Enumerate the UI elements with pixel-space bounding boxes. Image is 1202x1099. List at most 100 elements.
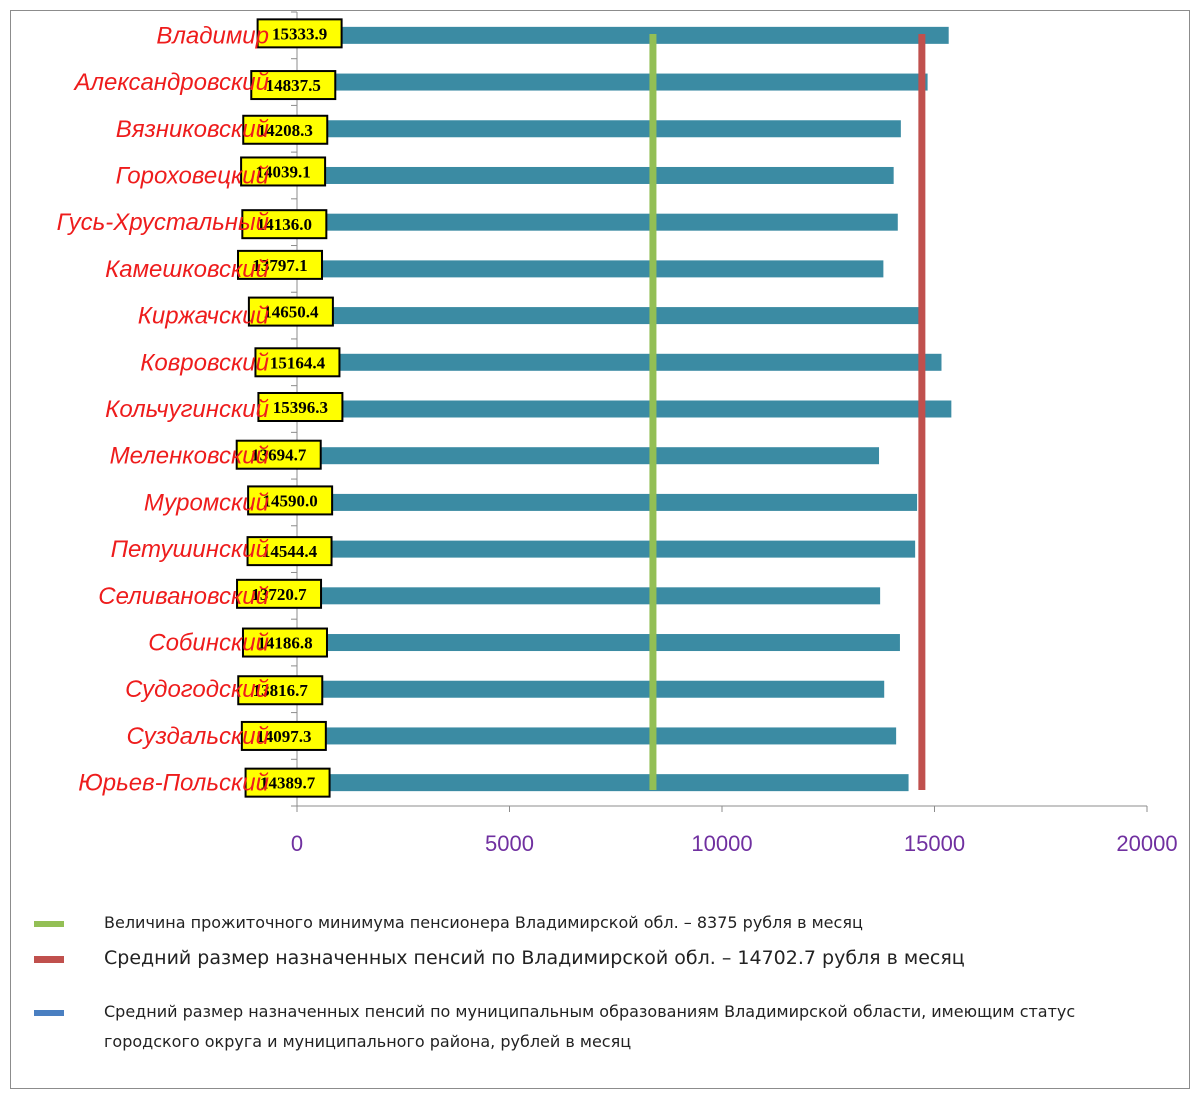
- legend-swatch-green: [34, 921, 64, 927]
- data-label-text: 14039.1: [255, 162, 310, 181]
- data-label-box: [246, 536, 333, 567]
- data-label-text: 14650.4: [263, 303, 319, 322]
- bar: [298, 540, 916, 558]
- legend-item-average: Средний размер назначенных пенсий по Вла…: [34, 943, 965, 973]
- data-label: 13694.7: [235, 439, 322, 470]
- category-label: Ковровский: [140, 349, 269, 376]
- bar: [298, 727, 897, 745]
- data-label: 13797.1: [237, 249, 324, 280]
- bar: [298, 260, 884, 278]
- bars: [298, 26, 952, 792]
- data-label-text: 13694.7: [251, 446, 307, 465]
- tick-labels: 0 5000 10000 15000 20000: [291, 831, 1178, 856]
- legend-item-municipal: Средний размер назначенных пенсий по мун…: [34, 997, 1104, 1057]
- bar: [298, 400, 952, 418]
- legend-text-average: Средний размер назначенных пенсий по Вла…: [104, 947, 965, 969]
- x-tick-label: 10000: [691, 831, 752, 856]
- bar: [298, 447, 880, 465]
- data-label-box: [241, 209, 328, 240]
- data-label-box: [244, 767, 331, 798]
- data-label-text: 14136.0: [257, 215, 312, 234]
- bar: [298, 120, 901, 138]
- data-label-box: [254, 347, 341, 378]
- legend-text-municipal: Средний размер назначенных пенсий по мун…: [104, 1002, 1076, 1051]
- category-labels: Владимир Александровский Вязниковский Горох…: [57, 22, 269, 796]
- data-label: 15396.3: [257, 392, 344, 422]
- data-label-box: [250, 70, 337, 101]
- category-label: Владимир: [156, 22, 269, 49]
- category-label: Петушинский: [111, 536, 269, 563]
- data-label: 14650.4: [247, 296, 334, 327]
- data-label: 14590.0: [247, 485, 334, 516]
- category-label: Собинский: [148, 630, 269, 657]
- data-label-box: [257, 392, 344, 422]
- category-label: Кольчугинский: [105, 396, 269, 423]
- data-label-text: 13797.1: [252, 256, 307, 275]
- category-label: Меленковский: [110, 443, 269, 470]
- bar-chart: 15333.9 14837.5 14208.3 14039.1 14136.0 13797…: [57, 11, 1178, 856]
- data-label: 14186.8: [241, 627, 328, 658]
- category-label: Киржачский: [138, 303, 269, 330]
- data-label: 13816.7: [237, 675, 324, 706]
- legend-swatch-blue: [34, 1010, 64, 1016]
- bar: [298, 73, 928, 91]
- data-label: 14039.1: [240, 156, 327, 187]
- legend-swatch-red: [34, 956, 64, 963]
- x-tick-label: 5000: [485, 831, 534, 856]
- bar: [298, 166, 894, 184]
- bar: [298, 634, 900, 652]
- data-label: 14389.7: [244, 767, 331, 798]
- category-label: Судогодский: [125, 676, 269, 703]
- data-label-text: 14590.0: [262, 491, 317, 510]
- data-label-box: [236, 578, 323, 609]
- data-label-text: 13720.7: [251, 585, 307, 604]
- data-label-box: [241, 627, 328, 658]
- category-label: Гороховецкий: [116, 162, 269, 189]
- data-label: 15333.9: [256, 18, 343, 49]
- category-label: Александровский: [73, 69, 270, 96]
- data-label-box: [247, 296, 334, 327]
- data-label-box: [242, 114, 329, 145]
- data-label: 14544.4: [246, 536, 333, 567]
- data-label: 14136.0: [241, 209, 328, 240]
- bar: [298, 213, 898, 231]
- data-label: 14097.3: [240, 720, 327, 751]
- category-label: Муромский: [144, 489, 269, 516]
- data-label: 14208.3: [242, 114, 329, 145]
- category-label: Селивановский: [98, 583, 269, 610]
- legend-item-subsistence: Величина прожиточного минимума пенсионер…: [34, 908, 863, 938]
- data-label: 15164.4: [254, 347, 341, 378]
- bar: [298, 26, 949, 44]
- bar: [298, 587, 881, 605]
- data-label-box: [237, 675, 324, 706]
- bar: [298, 680, 885, 698]
- category-label: Гусь-Хрустальный: [57, 209, 269, 236]
- data-label-box: [240, 720, 327, 751]
- data-label: 14837.5: [250, 70, 337, 101]
- data-label-text: 14186.8: [257, 634, 312, 653]
- x-tick-label: 20000: [1116, 831, 1177, 856]
- data-label: 13720.7: [236, 578, 323, 609]
- data-label-box: [247, 485, 334, 516]
- category-label: Суздальский: [127, 723, 269, 750]
- bar: [298, 353, 942, 371]
- category-label: Юрьев-Польский: [78, 770, 269, 797]
- data-label-text: 13816.7: [253, 681, 309, 700]
- data-label-text: 14097.3: [256, 727, 311, 746]
- x-tick-label: 15000: [904, 831, 965, 856]
- category-label: Вязниковский: [116, 116, 269, 143]
- data-label-box: [235, 439, 322, 470]
- legend-text-subsistence: Величина прожиточного минимума пенсионер…: [104, 913, 863, 932]
- data-label-box: [256, 18, 343, 49]
- x-tick-label: 0: [291, 831, 303, 856]
- bar: [298, 493, 918, 511]
- data-label-box: [237, 249, 324, 280]
- data-label-text: 14837.5: [266, 76, 321, 95]
- category-label: Камешковский: [105, 256, 269, 283]
- reference-lines: [649, 34, 926, 790]
- bar: [298, 774, 909, 792]
- data-label-text: 14389.7: [260, 774, 316, 793]
- data-label-text: 14208.3: [258, 121, 313, 140]
- data-labels: 15333.9 14837.5 14208.3 14039.1 14136.0 13797…: [235, 18, 344, 798]
- data-label-box: [240, 156, 327, 187]
